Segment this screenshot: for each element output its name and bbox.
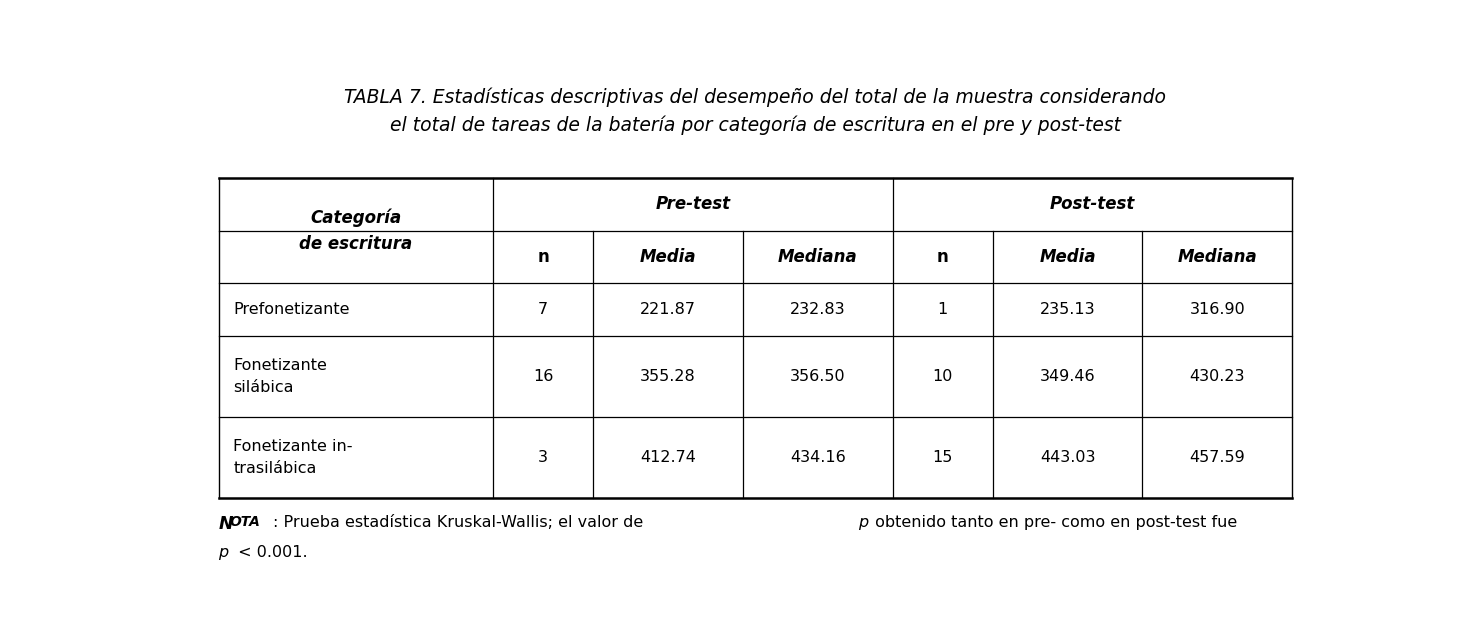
Text: Media: Media [1039, 248, 1095, 266]
Text: 349.46: 349.46 [1039, 369, 1095, 384]
Text: Fonetizante
silábica: Fonetizante silábica [233, 358, 327, 395]
Text: 316.90: 316.90 [1190, 302, 1246, 317]
Text: 434.16: 434.16 [790, 451, 846, 465]
Text: < 0.001.: < 0.001. [233, 545, 308, 560]
Text: Post-test: Post-test [1049, 195, 1135, 213]
Text: 457.59: 457.59 [1190, 451, 1246, 465]
Text: 3: 3 [538, 451, 548, 465]
Text: 1: 1 [937, 302, 948, 317]
Text: 221.87: 221.87 [640, 302, 696, 317]
Text: p: p [858, 516, 868, 531]
Text: Pre-test: Pre-test [656, 195, 731, 213]
Text: p: p [218, 545, 228, 560]
Text: obtenido tanto en pre- como en post-test fue: obtenido tanto en pre- como en post-test… [870, 516, 1237, 531]
Text: N: N [218, 516, 233, 533]
Text: TABLA 7. Estadísticas descriptivas del desempeño del total de la muestra conside: TABLA 7. Estadísticas descriptivas del d… [345, 88, 1166, 107]
Text: 15: 15 [933, 451, 952, 465]
Text: Media: Media [640, 248, 696, 266]
Text: 412.74: 412.74 [640, 451, 696, 465]
Text: el total de tareas de la batería por categoría de escritura en el pre y post-tes: el total de tareas de la batería por cat… [391, 115, 1120, 135]
Text: 430.23: 430.23 [1190, 369, 1246, 384]
Text: Fonetizante in-
trasilábica: Fonetizante in- trasilábica [233, 439, 352, 476]
Text: 7: 7 [538, 302, 548, 317]
Text: n: n [937, 248, 949, 266]
Text: Mediana: Mediana [1178, 248, 1257, 266]
Text: 232.83: 232.83 [790, 302, 846, 317]
Text: Mediana: Mediana [778, 248, 858, 266]
Text: 356.50: 356.50 [790, 369, 846, 384]
Text: 16: 16 [534, 369, 553, 384]
Text: Categoría
de escritura: Categoría de escritura [299, 208, 413, 253]
Text: 235.13: 235.13 [1039, 302, 1095, 317]
Text: Prefonetizante: Prefonetizante [233, 302, 349, 317]
Text: OTA: OTA [230, 516, 261, 529]
Text: 355.28: 355.28 [640, 369, 696, 384]
Text: : Prueba estadística Kruskal-Wallis; el valor de: : Prueba estadística Kruskal-Wallis; el … [273, 516, 649, 531]
Text: 443.03: 443.03 [1039, 451, 1095, 465]
Text: 10: 10 [933, 369, 952, 384]
Text: n: n [538, 248, 548, 266]
